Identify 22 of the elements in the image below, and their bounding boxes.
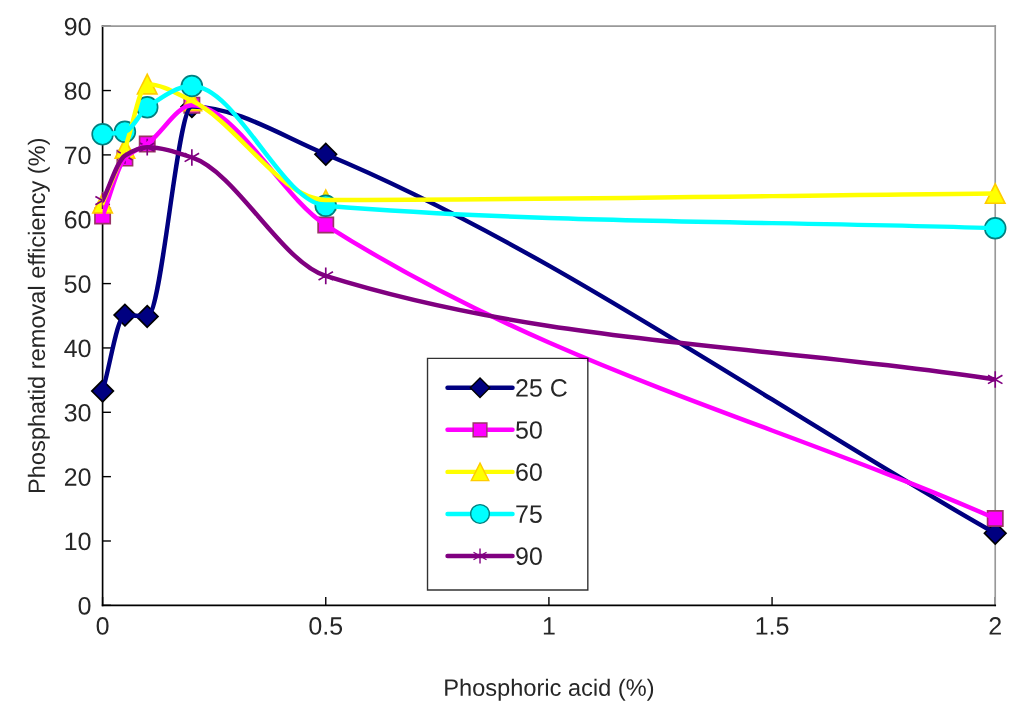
y-tick-label: 60 [64,210,91,229]
legend-label: 60 [516,463,542,481]
legend-label: 90 [516,547,542,565]
x-tick-label: 1.5 [756,617,789,635]
y-tick-label: 0 [78,596,91,615]
y-tick-label: 20 [64,468,91,486]
y-tick-label: 40 [64,339,91,358]
legend-label: 50 [516,421,542,439]
y-tick-label: 30 [64,403,91,422]
x-tick-label: 0 [96,617,109,635]
legend-label: 75 [516,505,542,523]
x-tick-label: 0.5 [309,617,343,635]
y-tick-label: 70 [64,146,91,165]
y-tick-label: 50 [64,275,91,293]
legend-label: 25 C [516,379,567,397]
x-tick-label: 2 [989,617,1001,635]
x-axis-title: Phosphoric acid (%) [445,678,654,701]
x-tick-label: 1 [543,617,555,635]
y-tick-label: 10 [65,532,91,551]
y-tick-label: 90 [64,17,91,36]
y-tick-label: 80 [64,82,91,100]
y-axis-title: Phosphatid removal efficiency (%) [27,138,50,493]
